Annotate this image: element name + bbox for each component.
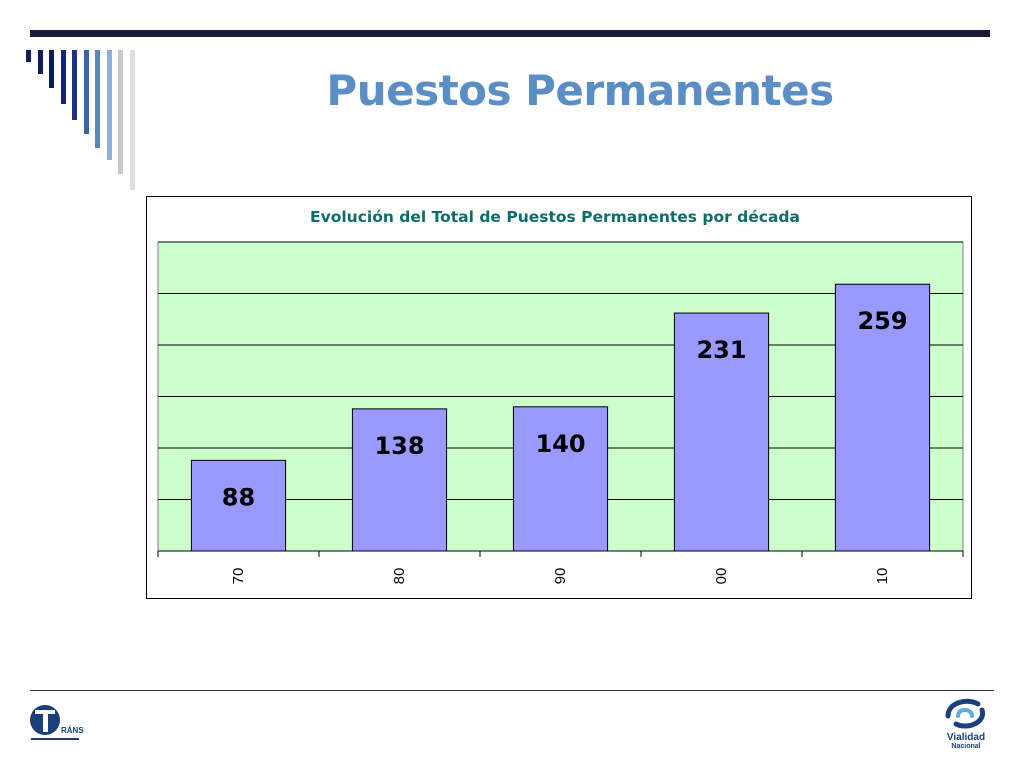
bars bbox=[190, 283, 931, 552]
data-label-00: 231 bbox=[696, 336, 746, 364]
transito-logo: RÁNSITO bbox=[28, 700, 97, 751]
chart-title: Evolución del Total de Puestos Permanent… bbox=[310, 208, 800, 226]
gridlines bbox=[158, 241, 963, 500]
nacional-logo-text: Nacional bbox=[951, 743, 981, 750]
data-label-80: 138 bbox=[374, 432, 424, 460]
x-tick-label-00: 00 bbox=[713, 568, 730, 585]
data-label-10: 259 bbox=[857, 307, 907, 335]
chart-svg: Evolución del Total de Puestos Permanent… bbox=[157, 208, 964, 585]
vialidad-logo-text: Vialidad bbox=[946, 732, 986, 743]
x-axis: 70 80 90 00 10 bbox=[157, 550, 964, 585]
x-tick-label-90: 90 bbox=[552, 568, 569, 585]
stripe bbox=[26, 50, 31, 62]
stripe bbox=[60, 50, 66, 104]
bar-70 bbox=[190, 459, 287, 552]
stripe bbox=[83, 50, 89, 134]
data-label-70: 88 bbox=[222, 483, 255, 511]
stripe bbox=[106, 50, 112, 160]
x-tick-label-80: 80 bbox=[391, 568, 408, 585]
bottom-rule bbox=[30, 690, 994, 691]
data-label-90: 140 bbox=[535, 430, 585, 458]
x-tick-label-70: 70 bbox=[230, 568, 247, 585]
data-labels: 88 138 140 231 259 bbox=[222, 307, 908, 511]
bar-90 bbox=[512, 406, 609, 552]
stripe bbox=[118, 50, 123, 174]
slide-title: Puestos Permanentes bbox=[326, 66, 834, 115]
bar-chart: Evolución del Total de Puestos Permanent… bbox=[146, 196, 972, 599]
vialidad-nacional-logo: Vialidad Nacional bbox=[938, 696, 994, 756]
transito-logo-icon: RÁNSITO bbox=[30, 705, 97, 740]
stripe bbox=[129, 50, 135, 190]
bar-00 bbox=[673, 312, 770, 552]
bar-10 bbox=[834, 283, 931, 552]
bar-80 bbox=[351, 408, 448, 552]
stripe bbox=[72, 50, 77, 120]
decorative-stripes bbox=[26, 50, 176, 200]
stripe bbox=[95, 50, 100, 148]
vialidad-nacional-logo-icon bbox=[945, 698, 986, 729]
x-tick-label-10: 10 bbox=[874, 568, 891, 585]
transito-logo-text: RÁNSITO bbox=[61, 726, 84, 735]
stripe bbox=[49, 50, 54, 88]
top-rule bbox=[30, 30, 990, 37]
stripe bbox=[37, 50, 43, 74]
